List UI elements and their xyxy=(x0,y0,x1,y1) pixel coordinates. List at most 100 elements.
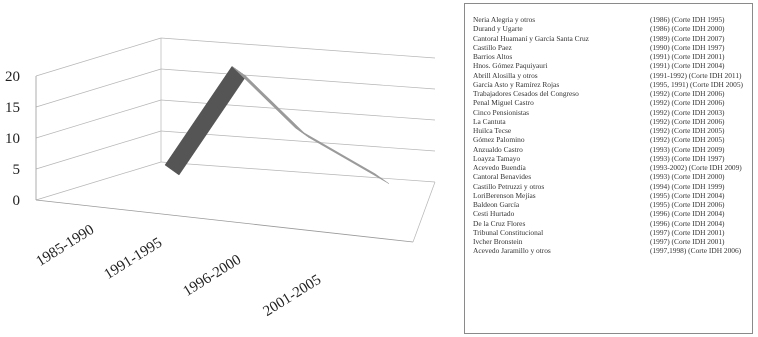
case-row: Acevedo Jaramillo y otros (1997,1998) (Co… xyxy=(473,246,751,255)
case-name: Hnos. Gómez Paquiyauri xyxy=(473,61,548,71)
case-row: Penal Miguel Castro (1992) (Corte IDH 200… xyxy=(473,98,751,107)
case-name: Neria Alegria y otros xyxy=(473,15,536,24)
case-name: Acevedo Jaramillo y otros xyxy=(473,246,551,256)
case-row: Durand y Ugarte (1986) (Corte IDH 2000) xyxy=(473,24,751,33)
series-ribbon xyxy=(164,65,390,184)
case-name: Acevedo Buendía xyxy=(473,163,526,172)
case-row: Gómez Palomino (1992) (Corte IDH 2005) xyxy=(473,135,751,144)
case-row: Anzualdo Castro (1993) (Corte IDH 2009) xyxy=(473,145,751,154)
case-row: Cantoral Benavides (1993) (Corte IDH 2000… xyxy=(473,172,751,181)
case-row: Cinco Pensionistas (1992) (Corte IDH 2003… xyxy=(473,108,751,117)
floor-side-gridline xyxy=(35,161,162,201)
case-years: (1994) (Corte IDH 1999) xyxy=(650,181,725,191)
case-name: Penal Miguel Castro xyxy=(473,98,534,108)
case-years: (1992) (Corte IDH 2005) xyxy=(650,135,725,145)
case-name: Cantoral Huamaní y García Santa Cruz xyxy=(473,33,589,43)
case-row: De la Cruz Flores (1996) (Corte IDH 2004) xyxy=(473,219,751,228)
y-tick-label: 15 xyxy=(5,100,20,116)
case-years: (1996) (Corte IDH 2004) xyxy=(650,209,725,219)
case-name: Cantoral Benavides xyxy=(473,172,532,182)
case-name: García Asto y Ramírez Rojas xyxy=(473,79,560,89)
case-years: (1992) (Corte IDH 2003) xyxy=(650,107,725,117)
case-name: La Cantuta xyxy=(473,116,506,126)
floor-side-gridline xyxy=(35,37,162,77)
case-name: Ivcher Bronstein xyxy=(473,237,523,246)
case-years: (1991) (Corte IDH 2001) xyxy=(650,52,725,61)
case-row: Trabajadores Cesados del Congreso (1992) … xyxy=(473,89,751,98)
case-name: De la Cruz Flores xyxy=(473,218,526,228)
case-years: (1997) (Corte IDH 2001) xyxy=(650,237,725,246)
case-years: (1995) (Corte IDH 2004) xyxy=(650,190,725,200)
case-row: La Cantuta (1992) (Corte IDH 2006) xyxy=(473,117,751,126)
x-tick-label: 2001-2005 xyxy=(261,272,325,320)
case-name: Trabajadores Cesados del Congreso xyxy=(473,89,579,98)
case-years: (1997) (Corte IDH 2001) xyxy=(650,227,725,237)
case-row: Acevedo Buendía (1993-2002) (Corte IDH 20… xyxy=(473,163,751,172)
case-row: Hnos. Gómez Paquiyauri (1991) (Corte IDH … xyxy=(473,61,751,70)
x-tick-label: 1996-2000 xyxy=(181,252,245,300)
case-years: (1993) (Corte IDH 1997) xyxy=(650,153,725,163)
y-tick-label: 20 xyxy=(5,69,20,85)
back-wall-gridline xyxy=(160,37,436,59)
floor-side-gridline xyxy=(35,99,162,139)
back-wall-gridline xyxy=(160,68,436,90)
case-years: (1995, 1991) (Corte IDH 2005) xyxy=(650,79,743,89)
case-row: Ivcher Bronstein (1997) (Corte IDH 2001) xyxy=(473,237,751,246)
case-row: Cantoral Huamaní y García Santa Cruz (198… xyxy=(473,34,751,43)
case-name: LoriBerenson Mejías xyxy=(473,190,536,200)
case-row: Castillo Petruzzi y otros (1994) (Corte I… xyxy=(473,182,751,191)
case-row: Tribunal Constitucional (1997) (Corte IDH… xyxy=(473,228,751,237)
case-name: Cinco Pensionistas xyxy=(473,107,530,117)
x-tick-label: 1991-1995 xyxy=(102,235,166,283)
case-years: (1992) (Corte IDH 2006) xyxy=(650,89,725,98)
x-tick-label: 1985-1990 xyxy=(34,222,98,270)
ribbon-side-face xyxy=(164,65,247,176)
case-name: Abrill Alosilla y otros xyxy=(473,70,538,80)
case-years: (1992) (Corte IDH 2006) xyxy=(650,98,725,108)
y-tick-label: 10 xyxy=(5,131,20,147)
case-name: Huilca Tecse xyxy=(473,126,512,135)
case-row: Neria Alegria y otros (1986) (Corte IDH 1… xyxy=(473,15,751,24)
case-years: (1992) (Corte IDH 2005) xyxy=(650,126,725,135)
case-row: Baldeon García (1995) (Corte IDH 2006) xyxy=(473,200,751,209)
case-name: Barrios Altos xyxy=(473,52,513,61)
x-axis-ticks: 1985-1990 1991-1995 1996-2000 2001-2005 xyxy=(34,222,325,320)
y-tick-label: 5 xyxy=(13,162,21,178)
case-name: Durand y Ugarte xyxy=(473,24,523,34)
case-list: Neria Alegria y otros (1986) (Corte IDH 1… xyxy=(473,15,751,256)
chart-3d-line: 20 15 10 5 0 1985-1990 1991-1995 1996-2000 2001… xyxy=(5,37,436,320)
case-years: (1986) (Corte IDH 2000) xyxy=(650,24,725,34)
case-name: Gómez Palomino xyxy=(473,135,525,145)
floor-right-edge xyxy=(412,181,436,243)
case-name: Tribunal Constitucional xyxy=(473,227,544,237)
case-row: Huilca Tecse (1992) (Corte IDH 2005) xyxy=(473,126,751,135)
case-list-panel: Neria Alegria y otros (1986) (Corte IDH 1… xyxy=(464,3,753,334)
case-years: (1993) (Corte IDH 2000) xyxy=(650,172,725,182)
x-axis-line xyxy=(35,199,414,243)
case-years: (1991) (Corte IDH 2004) xyxy=(650,61,725,71)
floor-side-gridline xyxy=(35,130,162,170)
case-years: (1997,1998) (Corte IDH 2006) xyxy=(650,246,742,256)
case-years: (1993) (Corte IDH 2009) xyxy=(650,144,725,154)
case-name: Cesti Hurtado xyxy=(473,209,515,219)
case-name: Baldeon García xyxy=(473,200,520,209)
case-row: Cesti Hurtado (1996) (Corte IDH 2004) xyxy=(473,209,751,218)
case-row: Abrill Alosilla y otros (1991-1992) (Cort… xyxy=(473,71,751,80)
y-axis-ticks: 20 15 10 5 0 xyxy=(5,69,20,209)
y-tick-label: 0 xyxy=(13,193,21,209)
case-name: Castillo Petruzzi y otros xyxy=(473,181,545,191)
case-row: Loayza Tamayo (1993) (Corte IDH 1997) xyxy=(473,154,751,163)
case-years: (1995) (Corte IDH 2006) xyxy=(650,200,725,209)
case-row: García Asto y Ramírez Rojas (1995, 1991) … xyxy=(473,80,751,89)
floor-side-gridline xyxy=(35,68,162,108)
case-years: (1993-2002) (Corte IDH 2009) xyxy=(650,163,742,172)
case-years: (1996) (Corte IDH 2004) xyxy=(650,218,725,228)
case-row: Castillo Paez (1990) (Corte IDH 1997) xyxy=(473,43,751,52)
case-years: (1992) (Corte IDH 2006) xyxy=(650,116,725,126)
case-name: Anzualdo Castro xyxy=(473,144,523,154)
ribbon-top-face xyxy=(294,127,390,184)
back-wall-gridline xyxy=(160,161,436,183)
case-name: Castillo Paez xyxy=(473,42,512,52)
case-row: LoriBerenson Mejías (1995) (Corte IDH 200… xyxy=(473,191,751,200)
